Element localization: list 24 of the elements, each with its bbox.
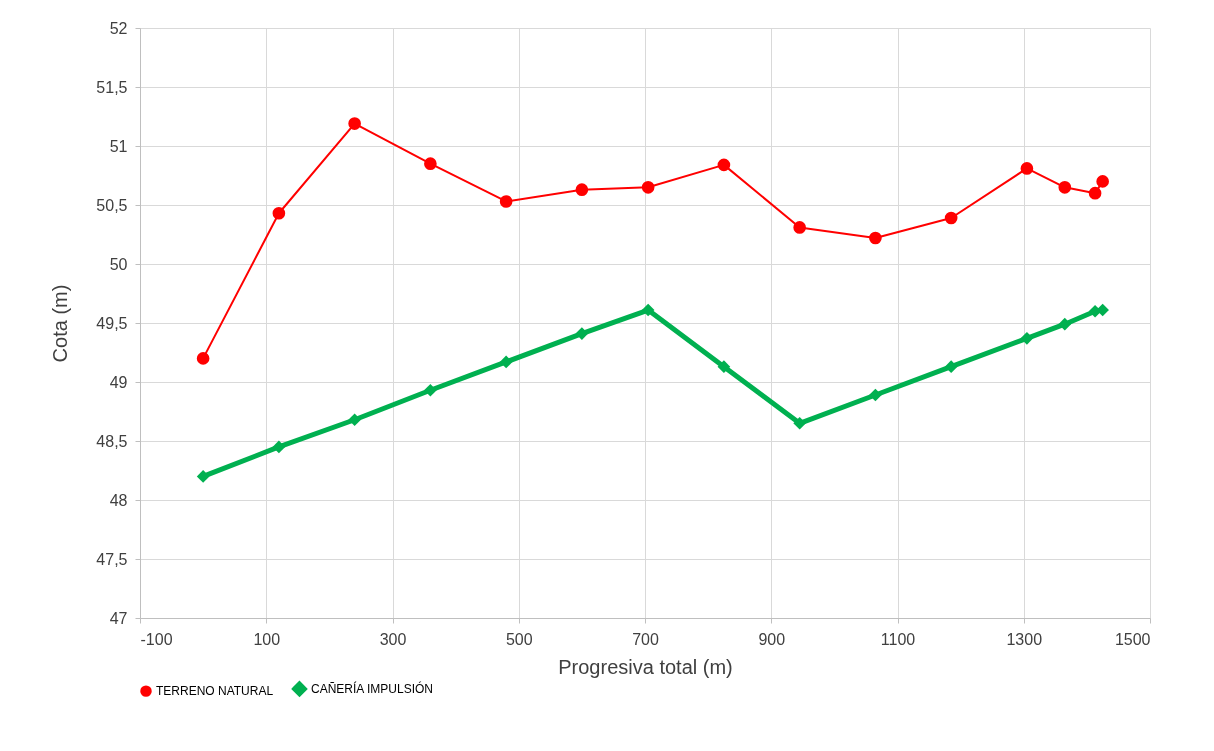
y-tick-label: 52 — [109, 19, 128, 37]
x-axis-title: Progresiva total (m) — [558, 655, 733, 678]
y-tick-label: 49,5 — [96, 314, 128, 332]
legend-label: TERRENO NATURAL — [156, 684, 274, 699]
y-tick-label: 48,5 — [96, 432, 128, 450]
y-tick-label: 47,5 — [96, 550, 128, 568]
y-axis-title: Cota (m) — [49, 284, 72, 363]
y-tick-label: 50 — [109, 255, 128, 273]
y-tick-label: 49 — [109, 373, 128, 391]
x-tick-label: 1500 — [1114, 630, 1151, 648]
x-tick-label: 700 — [632, 630, 659, 648]
y-tick-label: 50,5 — [96, 196, 128, 214]
x-tick-label: 100 — [253, 630, 281, 648]
legend-label: CAÑERÍA IMPULSIÓN — [311, 680, 434, 696]
x-tick-label: -100 — [140, 630, 173, 648]
y-tick-label: 48 — [109, 491, 128, 509]
x-tick-label: 1300 — [1006, 630, 1043, 648]
x-tick-label: 900 — [758, 630, 786, 648]
y-tick-label: 51,5 — [96, 78, 128, 96]
x-tick-label: 500 — [505, 630, 533, 648]
x-tick-label: 300 — [379, 630, 407, 648]
y-tick-label: 47 — [109, 609, 128, 627]
x-tick-label: 1100 — [880, 630, 916, 648]
y-tick-label: 51 — [109, 137, 128, 155]
